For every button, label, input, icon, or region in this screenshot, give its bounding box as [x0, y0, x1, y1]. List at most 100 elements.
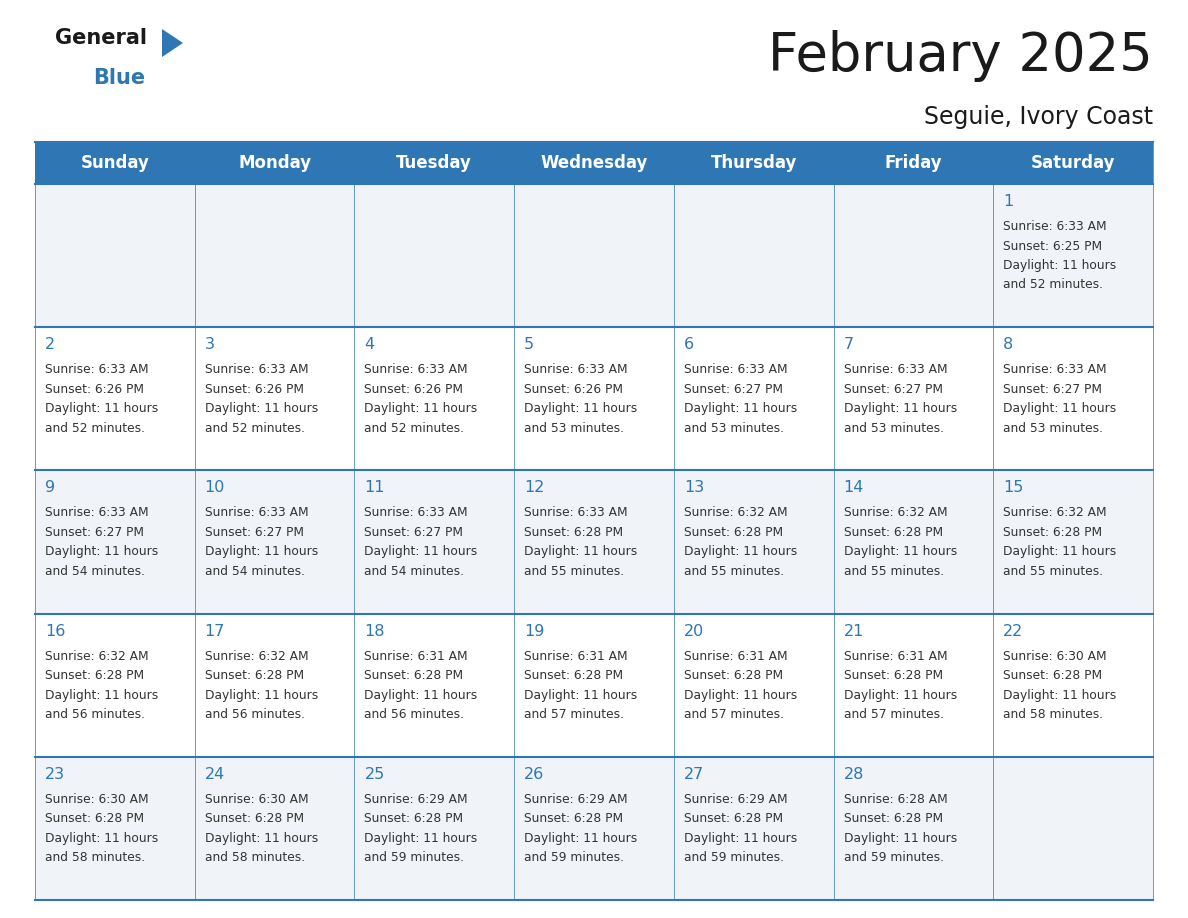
Bar — [993, 470, 1154, 613]
Text: 14: 14 — [843, 480, 864, 496]
Text: 10: 10 — [204, 480, 225, 496]
Bar — [674, 613, 834, 756]
Text: Sunrise: 6:29 AM: Sunrise: 6:29 AM — [524, 793, 627, 806]
Text: and 52 minutes.: and 52 minutes. — [45, 421, 145, 435]
Text: Sunrise: 6:32 AM: Sunrise: 6:32 AM — [45, 650, 148, 663]
Text: 8: 8 — [1004, 337, 1013, 353]
Text: Sunset: 6:28 PM: Sunset: 6:28 PM — [843, 812, 943, 825]
Text: 15: 15 — [1004, 480, 1024, 496]
Bar — [674, 184, 834, 327]
Text: Sunset: 6:28 PM: Sunset: 6:28 PM — [524, 526, 624, 539]
Text: Thursday: Thursday — [710, 154, 797, 172]
Text: Sunset: 6:28 PM: Sunset: 6:28 PM — [365, 669, 463, 682]
Text: 27: 27 — [684, 767, 704, 782]
Bar — [514, 327, 674, 470]
Text: and 52 minutes.: and 52 minutes. — [204, 421, 304, 435]
Text: Wednesday: Wednesday — [541, 154, 647, 172]
Text: Sunrise: 6:33 AM: Sunrise: 6:33 AM — [1004, 364, 1107, 376]
Text: Sunset: 6:27 PM: Sunset: 6:27 PM — [45, 526, 144, 539]
Text: Sunrise: 6:33 AM: Sunrise: 6:33 AM — [524, 507, 627, 520]
Text: and 53 minutes.: and 53 minutes. — [524, 421, 624, 435]
Text: Sunrise: 6:33 AM: Sunrise: 6:33 AM — [204, 507, 309, 520]
Text: Daylight: 11 hours: Daylight: 11 hours — [45, 402, 158, 415]
Text: Daylight: 11 hours: Daylight: 11 hours — [204, 402, 318, 415]
Text: Daylight: 11 hours: Daylight: 11 hours — [45, 688, 158, 701]
Text: Daylight: 11 hours: Daylight: 11 hours — [684, 688, 797, 701]
Text: Sunrise: 6:31 AM: Sunrise: 6:31 AM — [684, 650, 788, 663]
Text: Sunset: 6:28 PM: Sunset: 6:28 PM — [684, 669, 783, 682]
Bar — [993, 613, 1154, 756]
Bar — [354, 613, 514, 756]
Text: and 52 minutes.: and 52 minutes. — [365, 421, 465, 435]
Text: Sunrise: 6:33 AM: Sunrise: 6:33 AM — [365, 364, 468, 376]
Text: Sunset: 6:28 PM: Sunset: 6:28 PM — [1004, 526, 1102, 539]
Text: and 56 minutes.: and 56 minutes. — [45, 708, 145, 722]
Text: Sunset: 6:28 PM: Sunset: 6:28 PM — [524, 812, 624, 825]
Text: 16: 16 — [45, 623, 65, 639]
Text: Seguie, Ivory Coast: Seguie, Ivory Coast — [924, 105, 1154, 129]
Text: and 59 minutes.: and 59 minutes. — [365, 851, 465, 865]
Bar — [834, 184, 993, 327]
Text: 13: 13 — [684, 480, 704, 496]
Polygon shape — [162, 29, 183, 57]
Bar — [195, 613, 354, 756]
Text: and 58 minutes.: and 58 minutes. — [1004, 708, 1104, 722]
Text: 9: 9 — [45, 480, 55, 496]
Bar — [993, 142, 1154, 184]
Text: Sunrise: 6:33 AM: Sunrise: 6:33 AM — [524, 364, 627, 376]
Bar — [834, 142, 993, 184]
Bar — [34, 613, 195, 756]
Text: Daylight: 11 hours: Daylight: 11 hours — [843, 545, 956, 558]
Text: Friday: Friday — [885, 154, 942, 172]
Text: Sunrise: 6:33 AM: Sunrise: 6:33 AM — [843, 364, 947, 376]
Text: and 58 minutes.: and 58 minutes. — [45, 851, 145, 865]
Text: Daylight: 11 hours: Daylight: 11 hours — [204, 688, 318, 701]
Text: Sunset: 6:28 PM: Sunset: 6:28 PM — [843, 669, 943, 682]
Text: Sunrise: 6:31 AM: Sunrise: 6:31 AM — [524, 650, 627, 663]
Text: Sunset: 6:26 PM: Sunset: 6:26 PM — [45, 383, 144, 396]
Text: 1: 1 — [1004, 194, 1013, 209]
Text: Sunset: 6:27 PM: Sunset: 6:27 PM — [204, 526, 304, 539]
Text: 2: 2 — [45, 337, 55, 353]
Text: 19: 19 — [524, 623, 544, 639]
Text: Sunrise: 6:33 AM: Sunrise: 6:33 AM — [45, 364, 148, 376]
Text: and 56 minutes.: and 56 minutes. — [204, 708, 304, 722]
Text: and 54 minutes.: and 54 minutes. — [204, 565, 304, 578]
Text: Tuesday: Tuesday — [397, 154, 472, 172]
Text: Sunrise: 6:30 AM: Sunrise: 6:30 AM — [204, 793, 309, 806]
Text: Daylight: 11 hours: Daylight: 11 hours — [204, 832, 318, 845]
Bar — [354, 327, 514, 470]
Text: Sunrise: 6:32 AM: Sunrise: 6:32 AM — [843, 507, 947, 520]
Text: Daylight: 11 hours: Daylight: 11 hours — [524, 545, 638, 558]
Bar — [834, 756, 993, 900]
Bar — [34, 470, 195, 613]
Text: and 59 minutes.: and 59 minutes. — [684, 851, 784, 865]
Bar — [514, 470, 674, 613]
Bar — [993, 327, 1154, 470]
Text: Sunset: 6:27 PM: Sunset: 6:27 PM — [684, 383, 783, 396]
Text: Sunrise: 6:29 AM: Sunrise: 6:29 AM — [365, 793, 468, 806]
Text: and 59 minutes.: and 59 minutes. — [524, 851, 624, 865]
Text: 26: 26 — [524, 767, 544, 782]
Text: and 54 minutes.: and 54 minutes. — [45, 565, 145, 578]
Bar — [834, 470, 993, 613]
Text: 17: 17 — [204, 623, 225, 639]
Text: Daylight: 11 hours: Daylight: 11 hours — [365, 832, 478, 845]
Text: and 59 minutes.: and 59 minutes. — [843, 851, 943, 865]
Text: Daylight: 11 hours: Daylight: 11 hours — [843, 402, 956, 415]
Text: Sunrise: 6:28 AM: Sunrise: 6:28 AM — [843, 793, 947, 806]
Text: Sunrise: 6:30 AM: Sunrise: 6:30 AM — [1004, 650, 1107, 663]
Text: Sunset: 6:28 PM: Sunset: 6:28 PM — [843, 526, 943, 539]
Text: Daylight: 11 hours: Daylight: 11 hours — [843, 688, 956, 701]
Bar — [993, 756, 1154, 900]
Bar — [354, 756, 514, 900]
Text: 6: 6 — [684, 337, 694, 353]
Text: 21: 21 — [843, 623, 864, 639]
Text: Sunrise: 6:33 AM: Sunrise: 6:33 AM — [45, 507, 148, 520]
Text: Sunrise: 6:29 AM: Sunrise: 6:29 AM — [684, 793, 788, 806]
Text: Daylight: 11 hours: Daylight: 11 hours — [843, 832, 956, 845]
Text: Sunset: 6:28 PM: Sunset: 6:28 PM — [45, 669, 144, 682]
Bar — [195, 327, 354, 470]
Text: and 53 minutes.: and 53 minutes. — [684, 421, 784, 435]
Text: Saturday: Saturday — [1031, 154, 1116, 172]
